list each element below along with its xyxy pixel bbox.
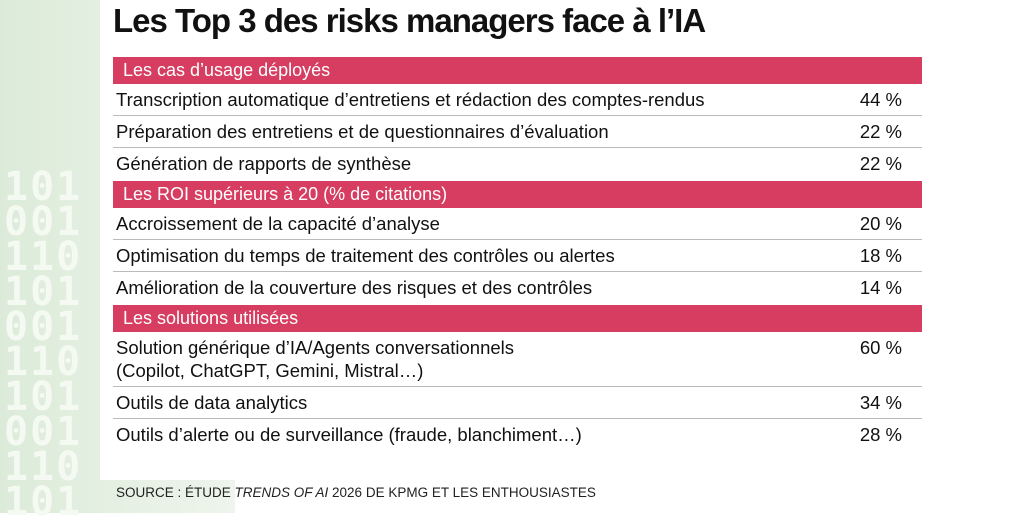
row: Transcription automatique d’entretiens e… (113, 84, 922, 116)
row-label-block: Génération de rapports de synthèse (116, 152, 411, 175)
row-label-block: Solution générique d’IA/Agents conversat… (116, 336, 514, 382)
row: Génération de rapports de synthèse 22 % (113, 148, 922, 179)
row-value: 44 % (859, 89, 902, 110)
row-label: Préparation des entretiens et de questio… (116, 121, 609, 142)
row: Outils d’alerte ou de surveillance (frau… (113, 419, 922, 450)
table: Les cas d’usage déployés Transcription au… (113, 57, 922, 452)
page: 101 001 110 101 001 110 101 001 110 101 Les Top 3… (0, 0, 922, 522)
source: SOURCE : ÉTUDE TRENDS OF AI 2026 DE KPMG… (116, 485, 596, 500)
digit-row: 101 (4, 269, 83, 315)
row-label: Solution générique d’IA/Agents conversat… (116, 337, 515, 358)
digit-row: 001 (4, 409, 83, 455)
digit-row: 001 (4, 304, 83, 350)
section: Les cas d’usage déployés Transcription au… (113, 57, 922, 179)
row-value: 20 % (859, 213, 902, 234)
title: Les Top 3 des risks managers face à l’IA (113, 2, 706, 39)
digit-row: 101 (4, 374, 83, 420)
source-italic: TRENDS OF AI (234, 485, 329, 500)
row-label-block: Transcription automatique d’entretiens e… (116, 88, 705, 111)
row-label: Transcription automatique d’entretiens e… (116, 89, 705, 110)
row: Solution générique d’IA/Agents conversat… (113, 332, 922, 387)
row-label-block: Outils d’alerte ou de surveillance (frau… (116, 423, 582, 446)
row: Préparation des entretiens et de questio… (113, 116, 922, 148)
row-value: 34 % (859, 392, 902, 413)
digit-row: 110 (4, 339, 83, 385)
row-detail: (Copilot, ChatGPT, Gemini, Mistral…) (116, 360, 424, 381)
row-label-block: Accroissement de la capacité d’analyse (116, 212, 440, 235)
row-label: Outils de data analytics (116, 392, 308, 413)
row-label: Accroissement de la capacité d’analyse (116, 213, 440, 234)
row-label: Génération de rapports de synthèse (116, 153, 412, 174)
row-value: 22 % (859, 153, 902, 174)
row-label-block: Amélioration de la couverture des risque… (116, 276, 592, 299)
digit-row: 101 (4, 164, 83, 210)
section-heading: Les cas d’usage déployés (113, 57, 922, 84)
row-label-block: Préparation des entretiens et de questio… (116, 120, 609, 143)
row-label: Outils d’alerte ou de surveillance (frau… (116, 424, 582, 445)
digit-row: 101 (4, 479, 83, 525)
row-label: Optimisation du temps de traitement des … (116, 245, 615, 266)
row: Amélioration de la couverture des risque… (113, 272, 922, 303)
row-value: 18 % (859, 245, 902, 266)
section: Les ROI supérieurs à 20 (% de citations)… (113, 181, 922, 303)
row: Optimisation du temps de traitement des … (113, 240, 922, 272)
row-label-block: Outils de data analytics (116, 391, 307, 414)
row-value: 60 % (859, 337, 902, 358)
row-value: 14 % (859, 277, 902, 298)
section: Les solutions utilisées Solution génériqu… (113, 305, 922, 450)
row-value: 28 % (859, 424, 902, 445)
source-prefix: SOURCE : ÉTUDE (116, 485, 235, 500)
section-heading: Les ROI supérieurs à 20 (% de citations) (113, 181, 922, 208)
row-label-block: Optimisation du temps de traitement des … (116, 244, 615, 267)
row: Accroissement de la capacité d’analyse 20… (113, 208, 922, 240)
row-label: Amélioration de la couverture des risque… (116, 277, 593, 298)
digit-row: 110 (4, 444, 83, 490)
row-value: 22 % (859, 121, 902, 142)
background-digits: 101 001 110 101 001 110 101 001 110 101 (4, 164, 83, 525)
source-suffix: 2026 DE KPMG ET LES ENTHOUSIASTES (328, 485, 596, 500)
section-heading: Les solutions utilisées (113, 305, 922, 332)
row: Outils de data analytics 34 % (113, 387, 922, 419)
digit-row: 110 (4, 234, 83, 280)
digit-row: 001 (4, 199, 83, 245)
